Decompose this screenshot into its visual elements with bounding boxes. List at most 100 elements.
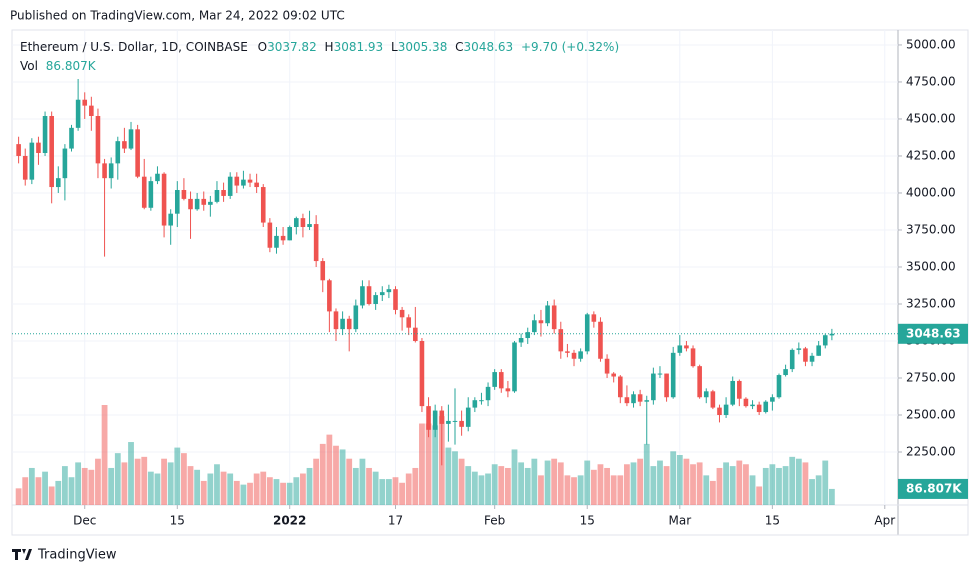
volume-bar [577,475,584,505]
volume-bar [147,471,154,505]
volume-bar [75,462,82,505]
candle-body [743,398,749,407]
candle-body [82,99,88,106]
x-tick-label: 15 [580,514,595,528]
low-label: L [391,40,398,54]
volume-bar [425,423,432,505]
volume-bar [590,469,597,505]
candle-body [578,351,583,359]
volume-bar [531,458,538,505]
brand-name: TradingView [37,548,117,563]
candle-body [234,176,240,186]
candle-body [327,280,332,312]
candle-body [611,373,616,377]
volume-bar [511,449,518,505]
candle-body [756,404,762,413]
volume-bar [359,458,366,505]
legend: Ethereum / U.S. Dollar, 1D, COINBASE O30… [20,40,619,54]
candle-body [280,235,286,241]
volume-bar [200,480,207,505]
volume-bar [729,466,736,505]
candle-body [29,142,35,180]
volume-bar [174,447,181,505]
candle-body [155,173,160,182]
candle-body [419,340,425,407]
volume-legend: Vol 86.807K [20,59,97,73]
volume-bar [471,471,478,505]
candle-body [307,224,312,228]
candle-body [657,373,663,375]
volume-bar [597,464,604,505]
candle-body [637,394,643,402]
y-tick-label: 5000.00 [906,37,956,51]
volume-bar [544,460,551,505]
volume-bar [187,466,194,505]
candle-body [399,309,405,318]
candle-body [122,141,127,149]
volume-bar [181,453,187,505]
y-tick-label: 4000.00 [906,185,956,199]
candle-body [452,420,458,422]
candle-body [591,314,597,322]
candle-body [360,286,365,306]
volume-bar [676,455,683,505]
candle-body [366,286,372,304]
x-tick-label: 15 [170,514,185,528]
volume-bar [828,488,835,505]
candle-body [188,198,193,210]
volume-bar [802,462,809,505]
volume-bar [280,482,286,505]
volume-bar [630,462,637,505]
x-tick-label: Apr [874,514,895,528]
volume-bar [141,456,148,505]
candle-body [750,404,755,407]
candle-body [776,375,782,398]
volume-bar [452,451,458,505]
last-price-label: 3048.63 [906,326,961,340]
volume-bar [789,456,796,505]
volume-bar [822,460,829,505]
volume-tag-label: 86.807K [906,481,962,495]
volume-bar [61,466,68,505]
volume-bar [121,462,128,505]
volume-bar [392,477,399,505]
candle-body [822,335,828,346]
volume-bar [776,467,782,505]
volume-bar [220,471,227,505]
candle-body [89,105,94,117]
candle-body [141,176,147,208]
y-tick-label: 3250.00 [906,296,956,310]
candle-body [598,321,603,359]
volume-bar [286,482,293,505]
volume-bar [293,477,300,505]
candle-body [148,181,154,208]
candle-body [631,394,636,404]
candle-body [373,295,378,304]
volume-bar [432,425,439,505]
volume-bar [306,467,313,505]
candle-body [108,163,114,179]
volume-bar [95,458,101,505]
volume-bar [154,473,161,505]
candle-body [664,373,669,398]
volume-bar [114,453,121,505]
candle-body [485,386,491,401]
open-value: 3037.82 [267,40,317,54]
candle-body [670,352,676,398]
volume-bar [504,467,511,505]
candle-body [498,372,504,389]
candle-body [320,261,326,281]
volume-bar [749,475,756,505]
volume-bar [657,460,663,505]
candle-body [644,400,650,402]
x-tick-label: 2022 [273,514,306,528]
volume-bar [769,464,776,505]
candle-body [95,116,101,164]
volume-bar [385,479,392,505]
candle-body [571,352,577,359]
candle-body [102,163,107,179]
open-label: O [258,40,267,54]
volume-bar [313,458,320,505]
candle-body [208,201,213,205]
volume-bar [663,466,670,505]
